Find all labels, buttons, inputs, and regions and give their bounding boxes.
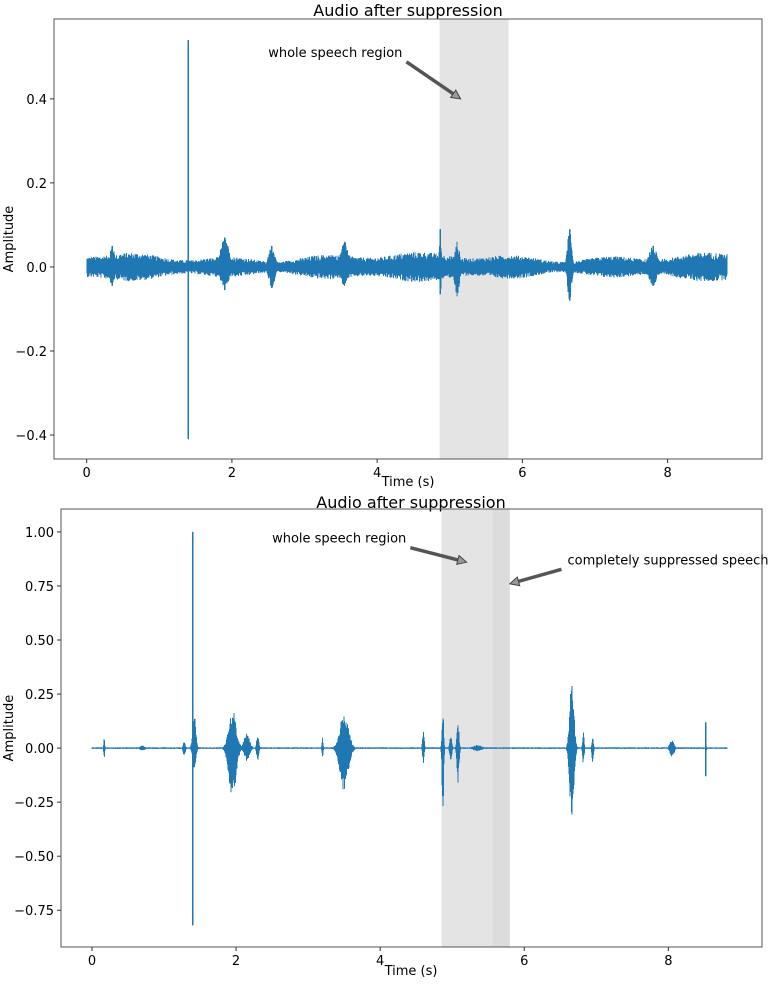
arrow-head-icon — [456, 554, 468, 565]
x-tick-label: 8 — [663, 466, 671, 481]
y-axis-label: Amplitude — [2, 695, 17, 762]
x-tick-label: 0 — [83, 466, 91, 481]
annotation-text: completely suppressed speech — [567, 553, 768, 568]
shaded-region — [492, 509, 510, 947]
waveform-line — [91, 531, 728, 926]
y-tick-label: 0.75 — [25, 580, 54, 595]
plot-frame — [60, 508, 763, 948]
y-tick-label: 0.2 — [26, 177, 47, 192]
y-tick-label: 0.0 — [26, 261, 47, 276]
y-tick-label: −0.4 — [15, 429, 47, 444]
annotation-arrow — [409, 546, 459, 562]
plot-frame — [53, 18, 763, 460]
y-tick-label: 0.00 — [25, 742, 54, 757]
chart-title: Audio after suppression — [316, 493, 505, 512]
y-axis-label: Amplitude — [2, 206, 17, 273]
y-tick-label: −0.2 — [15, 345, 47, 360]
y-tick-label: 0.4 — [26, 93, 47, 108]
chart-top: Audio after suppression Time (s) Amplitu… — [2, 1, 763, 490]
chart-bottom: Audio after suppression Time (s) Amplitu… — [2, 493, 768, 979]
arrow-head-icon — [508, 576, 521, 587]
x-tick-label: 4 — [376, 954, 384, 969]
x-tick-label: 8 — [664, 954, 672, 969]
y-tick-label: 0.50 — [25, 634, 54, 649]
x-tick-label: 2 — [228, 466, 236, 481]
x-axis-label: Time (s) — [384, 964, 438, 979]
y-tick-label: −0.50 — [14, 850, 54, 865]
x-tick-label: 6 — [518, 466, 526, 481]
y-tick-label: −0.25 — [14, 796, 54, 811]
x-axis-label: Time (s) — [381, 475, 435, 490]
x-tick-label: 4 — [373, 466, 381, 481]
y-tick-label: 0.25 — [25, 688, 54, 703]
annotation-text: whole speech region — [272, 532, 406, 547]
shaded-region — [441, 509, 493, 947]
x-tick-label: 0 — [88, 954, 96, 969]
annotation-arrow — [518, 567, 562, 584]
y-tick-label: −0.75 — [14, 904, 54, 919]
shaded-region — [439, 19, 509, 459]
annotation-text: whole speech region — [268, 46, 402, 61]
arrow-head-icon — [449, 89, 462, 100]
waveform-line — [86, 40, 728, 440]
y-tick-label: 1.00 — [25, 526, 54, 541]
chart-title: Audio after suppression — [313, 1, 502, 20]
x-tick-label: 6 — [520, 954, 528, 969]
x-tick-label: 2 — [232, 954, 240, 969]
annotation-arrow — [405, 60, 455, 96]
